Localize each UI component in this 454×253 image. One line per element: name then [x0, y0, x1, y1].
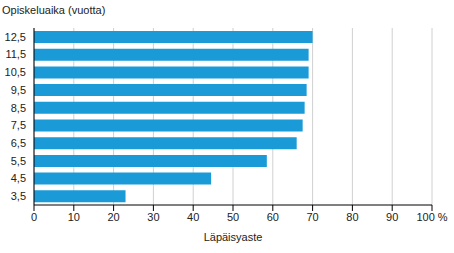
svg-text:40: 40 [187, 211, 199, 223]
svg-text:100 %: 100 % [416, 211, 447, 223]
svg-text:12,5: 12,5 [5, 31, 26, 43]
svg-text:10,5: 10,5 [5, 66, 26, 78]
svg-text:90: 90 [386, 211, 398, 223]
svg-text:7,5: 7,5 [11, 119, 26, 131]
svg-text:60: 60 [267, 211, 279, 223]
svg-text:Läpäisyaste: Läpäisyaste [204, 231, 263, 243]
svg-text:10: 10 [68, 211, 80, 223]
svg-text:3,5: 3,5 [11, 190, 26, 202]
svg-text:4,5: 4,5 [11, 172, 26, 184]
svg-text:50: 50 [227, 211, 239, 223]
svg-text:6,5: 6,5 [11, 137, 26, 149]
svg-text:0: 0 [31, 211, 37, 223]
svg-text:80: 80 [346, 211, 358, 223]
svg-text:70: 70 [306, 211, 318, 223]
svg-text:5,5: 5,5 [11, 155, 26, 167]
svg-text:30: 30 [147, 211, 159, 223]
svg-text:20: 20 [107, 211, 119, 223]
svg-text:11,5: 11,5 [5, 48, 26, 60]
svg-text:9,5: 9,5 [11, 84, 26, 96]
svg-text:8,5: 8,5 [11, 102, 26, 114]
html-text:Opiskeluaika (vuotta): Opiskeluaika (vuotta) [2, 4, 106, 16]
